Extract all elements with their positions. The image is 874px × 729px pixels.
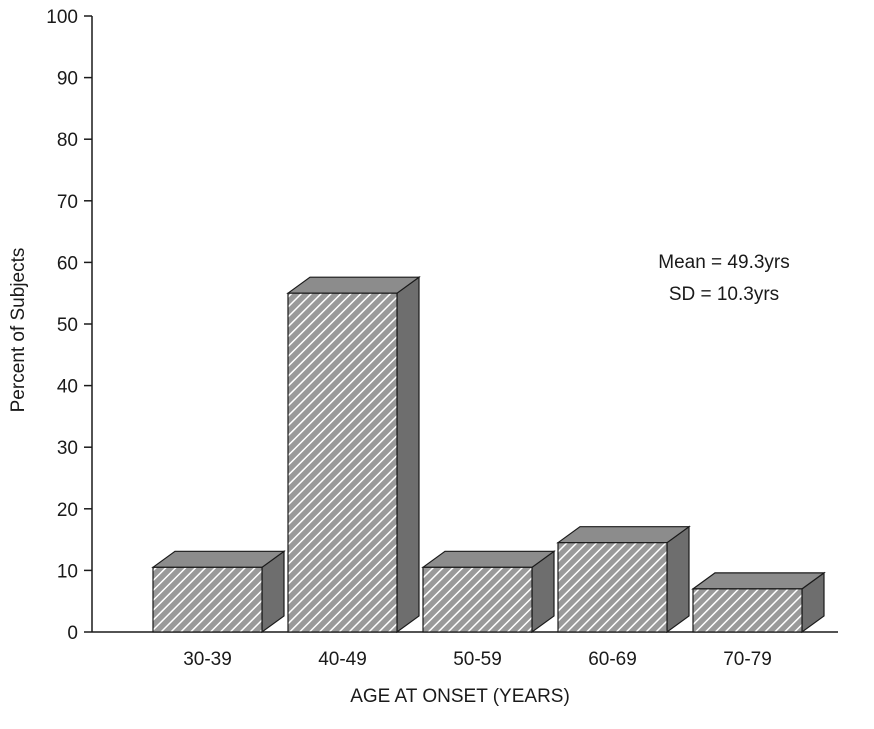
- x-tick-label: 70-79: [723, 649, 772, 670]
- annotation-sd: SD = 10.3yrs: [669, 284, 779, 305]
- y-tick-label: 100: [46, 7, 78, 28]
- y-axis-title: Percent of Subjects: [8, 248, 29, 413]
- y-tick-label: 70: [57, 192, 78, 213]
- bar-front-face: [422, 566, 533, 633]
- bar-group: [151, 276, 826, 634]
- y-tick-label: 30: [57, 438, 78, 459]
- y-tick-group: 0 10 20 30 40 50 60 70 80 90 100: [46, 7, 92, 644]
- bar: [691, 571, 826, 634]
- bar-front-face: [152, 566, 263, 633]
- bar-top-face: [151, 550, 286, 568]
- y-tick-label: 80: [57, 130, 78, 151]
- bar-front-face: [287, 292, 398, 633]
- bar-top-face: [691, 572, 826, 590]
- bar-front-face: [557, 542, 668, 633]
- bar: [421, 550, 556, 634]
- y-tick-label: 10: [57, 561, 78, 582]
- y-tick-label: 0: [67, 623, 78, 644]
- y-tick-label: 20: [57, 500, 78, 521]
- x-tick-group: 30-39 40-49 50-59 60-69 70-79: [183, 649, 772, 670]
- bar-top-face: [286, 276, 421, 294]
- x-tick-label: 50-59: [453, 649, 502, 670]
- x-axis-title: AGE AT ONSET (YEARS): [350, 686, 570, 707]
- bar-side-face: [666, 525, 690, 634]
- bar: [286, 276, 421, 634]
- y-tick-label: 50: [57, 315, 78, 336]
- annotation-mean: Mean = 49.3yrs: [658, 252, 790, 273]
- y-tick-label: 60: [57, 253, 78, 274]
- bar-top-face: [556, 526, 691, 544]
- x-tick-label: 40-49: [318, 649, 367, 670]
- bar-top-face: [421, 550, 556, 568]
- y-tick-label: 40: [57, 377, 78, 398]
- bar: [151, 550, 286, 634]
- bar-side-face: [396, 276, 420, 634]
- x-tick-label: 30-39: [183, 649, 232, 670]
- x-tick-label: 60-69: [588, 649, 637, 670]
- bar-front-face: [692, 588, 803, 633]
- y-tick-label: 90: [57, 69, 78, 90]
- bar: [556, 525, 691, 634]
